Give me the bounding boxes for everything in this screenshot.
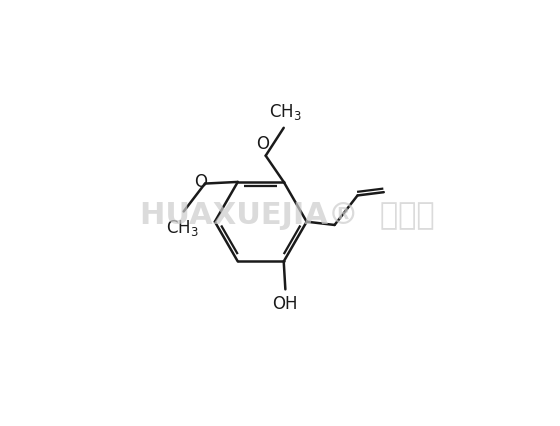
Text: O: O bbox=[194, 173, 208, 191]
Text: CH$_3$: CH$_3$ bbox=[166, 218, 198, 238]
Text: HUAXUEJIA®  化学加: HUAXUEJIA® 化学加 bbox=[139, 201, 435, 230]
Text: OH: OH bbox=[273, 295, 298, 313]
Text: CH$_3$: CH$_3$ bbox=[269, 102, 302, 122]
Text: O: O bbox=[256, 135, 269, 153]
